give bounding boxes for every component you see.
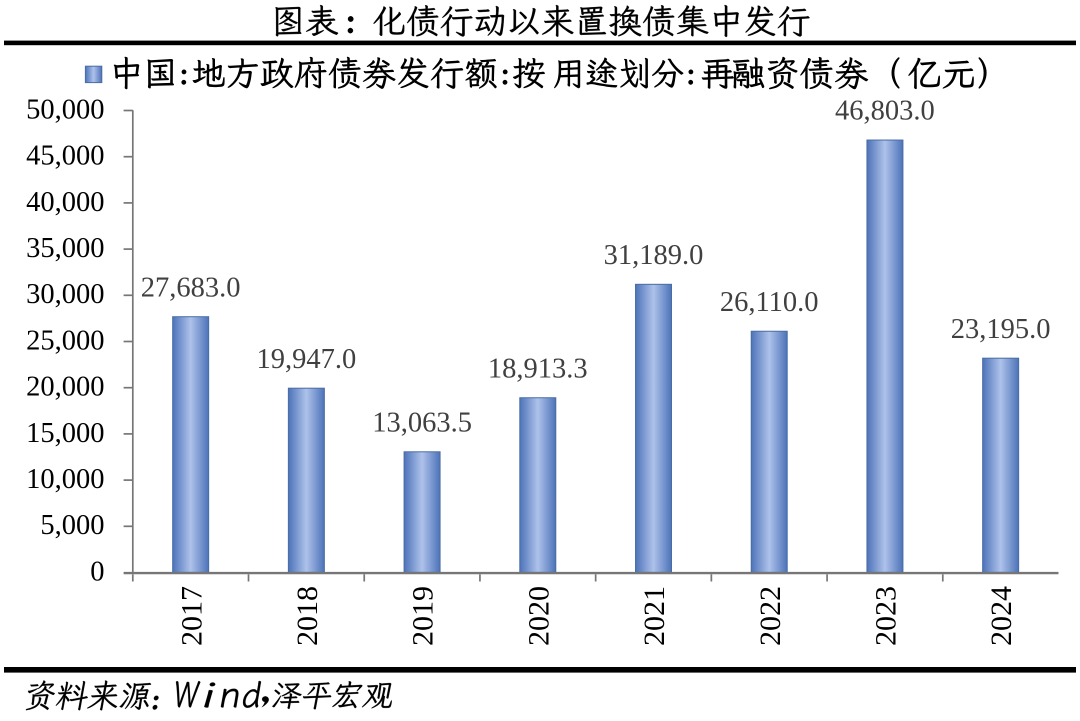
- svg-text:27,683.0: 27,683.0: [141, 272, 241, 303]
- svg-text:50,000: 50,000: [26, 94, 104, 125]
- svg-text:15,000: 15,000: [26, 418, 104, 449]
- svg-text:26,110.0: 26,110.0: [720, 287, 819, 318]
- svg-text:19,947.0: 19,947.0: [256, 344, 356, 375]
- svg-text:35,000: 35,000: [26, 233, 104, 264]
- svg-text:18,913.3: 18,913.3: [488, 353, 588, 384]
- svg-text:2023: 2023: [870, 586, 903, 646]
- svg-text:2022: 2022: [754, 586, 787, 646]
- svg-text:25,000: 25,000: [26, 325, 104, 356]
- svg-text:45,000: 45,000: [26, 141, 104, 172]
- svg-text:2024: 2024: [985, 586, 1018, 646]
- svg-text:2017: 2017: [175, 586, 208, 646]
- svg-text:2018: 2018: [291, 586, 324, 646]
- svg-text:2019: 2019: [407, 586, 440, 646]
- svg-text:30,000: 30,000: [26, 279, 104, 310]
- svg-text:5,000: 5,000: [40, 510, 104, 541]
- svg-text:13,063.5: 13,063.5: [372, 407, 472, 438]
- svg-text:46,803.0: 46,803.0: [835, 96, 935, 127]
- svg-text:23,195.0: 23,195.0: [951, 314, 1051, 345]
- svg-text:2021: 2021: [638, 586, 671, 646]
- svg-text:2020: 2020: [522, 586, 555, 646]
- svg-text:10,000: 10,000: [26, 464, 104, 495]
- svg-text:0: 0: [90, 556, 104, 587]
- svg-text:20,000: 20,000: [26, 372, 104, 403]
- svg-text:40,000: 40,000: [26, 187, 104, 218]
- svg-text:31,189.0: 31,189.0: [604, 240, 704, 271]
